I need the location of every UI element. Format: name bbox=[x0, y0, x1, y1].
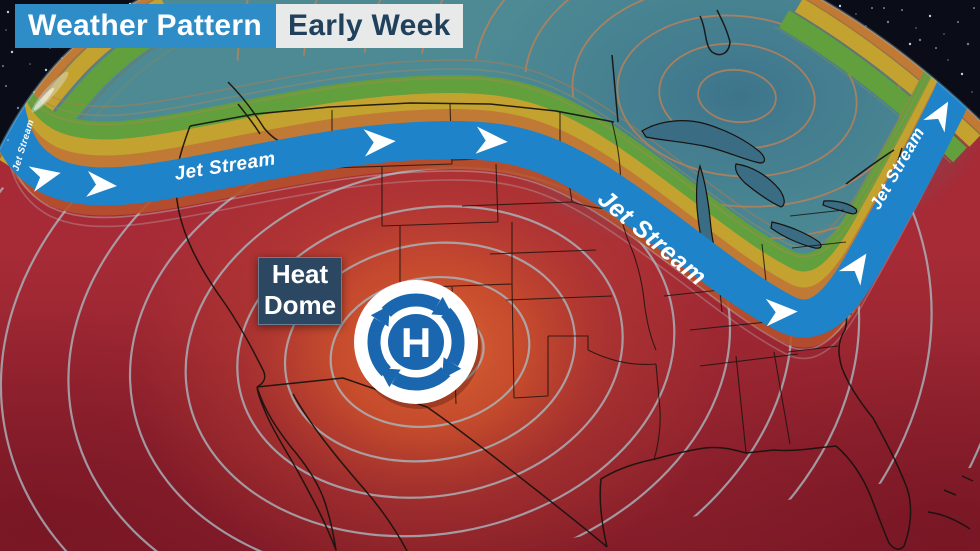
rim-cloud-streak bbox=[33, 87, 55, 111]
heat-dome-label-line1: Heat bbox=[271, 259, 329, 289]
high-pressure-symbol: H bbox=[401, 319, 431, 366]
heat-dome-label-line2: Dome bbox=[263, 290, 337, 320]
space-corner-topright bbox=[822, 0, 980, 121]
stars bbox=[838, 4, 975, 93]
lake-superior bbox=[641, 120, 766, 164]
heat-dome-label: Heat Dome bbox=[258, 257, 342, 325]
lake-huron bbox=[734, 163, 785, 208]
great-lakes bbox=[641, 120, 858, 276]
banner-title: Weather Pattern bbox=[15, 4, 277, 48]
lake-ontario bbox=[822, 200, 858, 215]
banner-period: Early Week bbox=[276, 4, 463, 48]
lake-erie bbox=[770, 221, 822, 249]
title-banner: Weather Pattern Early Week bbox=[15, 4, 463, 48]
high-pressure-icon: H bbox=[354, 280, 481, 409]
atmosphere-rim-glow bbox=[820, 0, 980, 122]
